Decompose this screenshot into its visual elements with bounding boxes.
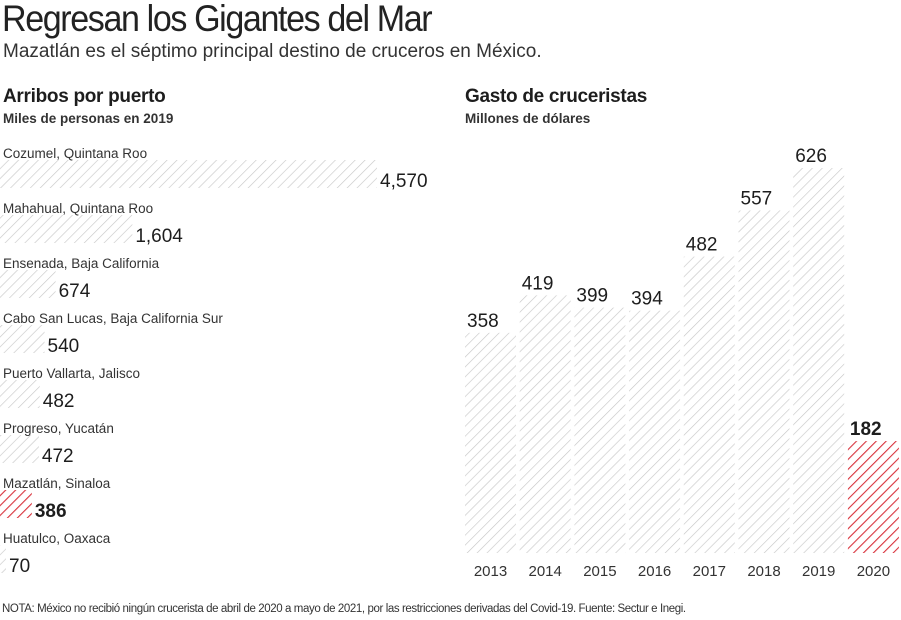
- bar: [683, 256, 735, 553]
- port-label: Puerto Vallarta, Jalisco: [3, 366, 140, 381]
- bar: [629, 310, 681, 553]
- value-label: 182: [850, 419, 882, 440]
- bar: [574, 307, 626, 553]
- year-label: 2016: [638, 563, 671, 580]
- cruise-spending-chart: 358 2013 419 2014 399 2015 394 2016 482 2017 557 20…: [465, 146, 899, 580]
- left-chart-title: Arribos por puerto: [3, 86, 166, 107]
- bar: [738, 210, 790, 553]
- bar: [0, 435, 39, 463]
- port-label: Huatulco, Oaxaca: [3, 531, 111, 546]
- value-label: 557: [741, 188, 773, 209]
- right-chart-title: Gasto de cruceristas: [465, 86, 647, 107]
- value-label: 358: [467, 311, 499, 332]
- value-label: 386: [35, 501, 67, 522]
- value-label: 482: [43, 391, 75, 412]
- value-label: 472: [42, 446, 74, 467]
- port-label: Progreso, Yucatán: [3, 421, 114, 436]
- bar: [0, 160, 377, 188]
- year-label: 2014: [529, 563, 562, 580]
- value-label: 626: [795, 146, 827, 167]
- arrivals-by-port-chart: Cozumel, Quintana Roo 4,570 Mahahual, Quin…: [0, 146, 428, 577]
- value-label: 419: [522, 273, 554, 294]
- page-title: Regresan los Gigantes del Mar: [2, 0, 433, 39]
- year-label: 2018: [747, 563, 780, 580]
- value-label: 394: [631, 289, 663, 310]
- port-label: Mahahual, Quintana Roo: [3, 201, 153, 216]
- bar: [0, 545, 6, 573]
- year-label: 2020: [857, 563, 890, 580]
- bar: [0, 380, 40, 408]
- value-label: 482: [686, 235, 718, 256]
- bar: [793, 168, 845, 553]
- year-label: 2015: [583, 563, 616, 580]
- value-label: 540: [48, 336, 80, 357]
- year-label: 2013: [474, 563, 507, 580]
- bar: [847, 441, 899, 553]
- port-label: Ensenada, Baja California: [3, 256, 160, 271]
- right-chart-subtitle: Millones de dólares: [465, 111, 591, 126]
- value-label: 4,570: [380, 171, 428, 192]
- bar: [0, 490, 32, 518]
- year-label: 2017: [693, 563, 726, 580]
- port-label: Cabo San Lucas, Baja California Sur: [3, 311, 223, 326]
- port-label: Mazatlán, Sinaloa: [3, 476, 111, 491]
- value-label: 70: [9, 556, 30, 577]
- page-subtitle: Mazatlán es el séptimo principal destino…: [3, 41, 542, 62]
- bar: [465, 332, 516, 553]
- footnote: NOTA: México no recibió ningún crucerist…: [2, 603, 686, 615]
- port-label: Cozumel, Quintana Roo: [3, 146, 147, 161]
- bar: [0, 215, 133, 243]
- left-chart-subtitle: Miles de personas en 2019: [3, 111, 174, 126]
- value-label: 674: [59, 281, 91, 302]
- bar: [519, 295, 571, 553]
- bar: [0, 270, 56, 298]
- bar: [0, 325, 45, 353]
- value-label: 1,604: [135, 226, 183, 247]
- value-label: 399: [576, 286, 608, 307]
- year-label: 2019: [802, 563, 835, 580]
